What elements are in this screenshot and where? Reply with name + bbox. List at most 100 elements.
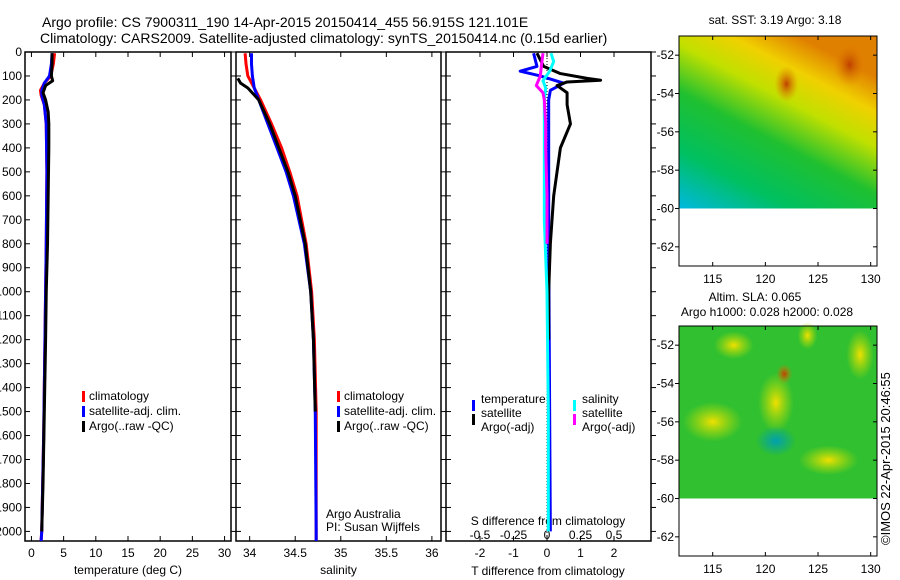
series-line-temperature-argo-adj- (535, 52, 603, 340)
legend-label: climatology (89, 389, 149, 403)
y-tick-label: 200 (2, 93, 22, 107)
y-tick-label: 1900 (0, 500, 22, 514)
y-tick-label: 1500 (0, 405, 22, 419)
legend-label: Argo(-adj) (481, 420, 534, 434)
x-tick-label: 120 (755, 272, 775, 286)
legend-swatch (573, 400, 576, 411)
sla-map-panel: -52 -54 -56 -58 -60 -62 115 120 125 130 Altim. SLA… (657, 290, 881, 576)
map-subtitle: Argo h1000: 0.028 h2000: 0.028 (681, 305, 853, 319)
y-tick-label: -58 (657, 453, 675, 467)
x-axis-label: T difference from climatology (471, 564, 625, 578)
x-tick-label: 115 (703, 272, 722, 286)
warm-patch (833, 42, 866, 87)
y-tick-label: 1000 (0, 285, 22, 299)
legend-swatch (472, 400, 475, 411)
legend-swatch (472, 414, 475, 425)
y-tick-label: 1400 (0, 381, 22, 395)
y-tick-label: 1800 (0, 476, 22, 490)
high-sla-patch (797, 321, 818, 350)
y-tick-label: 0 (15, 45, 22, 59)
x-tick-label: 34.5 (284, 546, 308, 560)
map-title: Altim. SLA: 0.065 (709, 290, 802, 304)
series-line-argo-raw-qc- (236, 77, 317, 412)
legend-swatch (337, 391, 340, 402)
x-tick-label: 30 (218, 546, 232, 560)
x2-tick-label: -0.25 (500, 528, 528, 542)
high-sla-patch (776, 363, 793, 384)
x-tick-label: 0 (28, 546, 35, 560)
legend-swatch (82, 406, 85, 417)
high-sla-patch (682, 401, 743, 442)
y-tick-label: 300 (2, 117, 22, 131)
x2-tick-label: -0.5 (470, 528, 491, 542)
y-tick-label: -60 (657, 492, 675, 506)
salinity-profile-panel: 34 34.5 35 35.5 36 salinity climatologysatelli… (235, 51, 446, 577)
x-tick-label: 34 (243, 546, 257, 560)
map-frame (678, 325, 878, 557)
y-tick-label: -62 (657, 240, 675, 254)
y-tick-label: -54 (657, 377, 675, 391)
y-tick-label: 400 (2, 141, 22, 155)
x-axis-label: salinity (320, 563, 357, 577)
y-tick-label: -58 (657, 163, 675, 177)
y-tick-label: 1300 (0, 357, 22, 371)
x-tick-label: 10 (89, 546, 103, 560)
y-tick-label: 1600 (0, 429, 22, 443)
legend-label: satellite (582, 406, 623, 420)
y-tick-label: -52 (657, 338, 675, 352)
x-axis-label: temperature (deg C) (74, 563, 182, 577)
legend-swatch (573, 414, 576, 425)
legend-title: temperature (481, 392, 546, 406)
x-tick-label: 0 (544, 546, 551, 560)
sst-map-panel: -52 -54 -56 -58 -60 -62 115 120 125 130 sat. SST: … (657, 13, 881, 286)
y-tick-label: 100 (2, 69, 22, 83)
legend-label: satellite-adj. clim. (344, 404, 436, 418)
y-tick-label: 700 (2, 213, 22, 227)
legend-label: satellite-adj. clim. (89, 404, 181, 418)
high-sla-patch (757, 372, 794, 433)
legend-label: climatology (344, 389, 404, 403)
legend-swatch (82, 421, 85, 432)
y-tick-label: -56 (657, 125, 675, 139)
x-tick-label: 120 (755, 562, 775, 576)
series-line-climatology (243, 53, 318, 541)
plot-frame (24, 51, 232, 542)
x2-tick-label: 0.25 (569, 528, 593, 542)
series-line-satellite-adj-clim- (249, 53, 318, 541)
x-tick-label: 35.5 (375, 546, 399, 560)
x-tick-label: -1 (508, 546, 519, 560)
y-tick-label: 600 (2, 189, 22, 203)
map-frame (678, 35, 878, 267)
plot-frame (445, 51, 652, 542)
high-sla-patch (798, 445, 859, 476)
legend-label: satellite (481, 406, 522, 420)
map-title: sat. SST: 3.19 Argo: 3.18 (709, 13, 842, 27)
title-line-1: Argo profile: CS 7900311_190 14-Apr-2015… (42, 14, 529, 30)
series-line-salinity-argo-adj- (534, 53, 549, 244)
plot-frame (235, 51, 442, 542)
annotation-text: Argo Australia (326, 507, 401, 521)
x-tick-label: 2 (611, 546, 618, 560)
legend-swatch (337, 406, 340, 417)
temperature-profile-panel: 0100200300400500600700800900100011001200… (0, 45, 236, 577)
x-tick-label: 130 (861, 272, 881, 286)
x-tick-label: 35 (334, 546, 348, 560)
x-tick-label: 130 (861, 562, 881, 576)
x-tick-label: -2 (475, 546, 486, 560)
legend-swatch (337, 421, 340, 432)
y-tick-label: 800 (2, 237, 22, 251)
high-sla-patch (846, 329, 875, 380)
legend-label: Argo(-adj) (582, 420, 635, 434)
y-tick-label: 2000 (0, 524, 22, 538)
legend-label: Argo(..raw -QC) (344, 419, 429, 433)
x-tick-label: 25 (186, 546, 200, 560)
annotation-text: PI: Susan Wijffels (326, 520, 420, 534)
warm-patch (774, 65, 799, 102)
x-tick-label: 15 (121, 546, 135, 560)
series-line-argo-raw-qc- (40, 53, 55, 532)
series-line-temperature-satellite (518, 52, 566, 532)
legend-label: Argo(..raw -QC) (89, 419, 174, 433)
x-tick-label: 125 (808, 272, 828, 286)
